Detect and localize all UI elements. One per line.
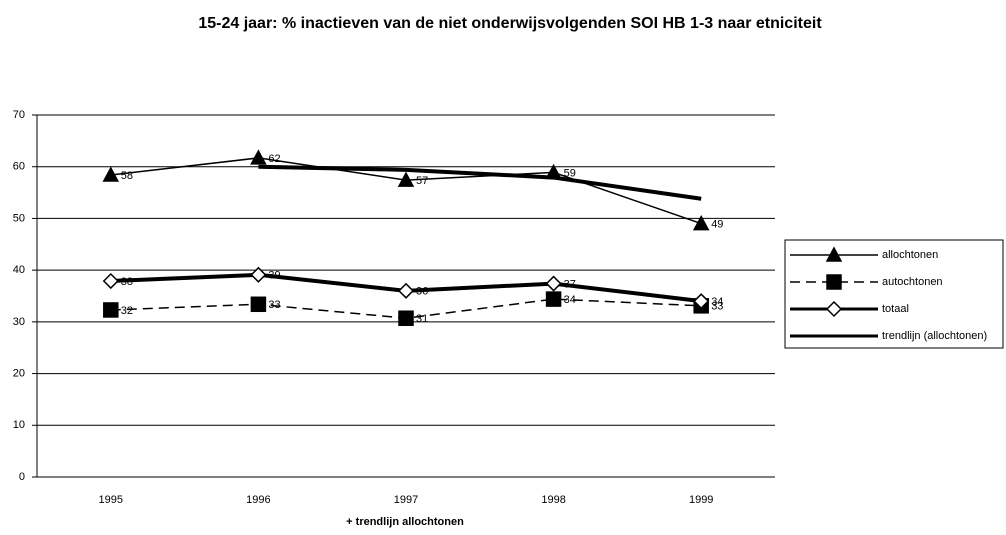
data-point — [103, 302, 119, 318]
legend-marker — [825, 300, 843, 318]
y-tick-label: 50 — [13, 212, 25, 224]
x-tick-label: 1998 — [541, 494, 565, 506]
y-tick-label: 0 — [19, 471, 25, 483]
data-label: 32 — [121, 305, 133, 317]
data-point — [545, 275, 562, 292]
data-label: 34 — [711, 296, 723, 308]
x-tick-label: 1999 — [689, 494, 713, 506]
data-point — [398, 310, 414, 326]
legend-marker — [826, 274, 842, 290]
x-tick-label: 1996 — [246, 494, 270, 506]
legend-label: trendlijn (allochtonen) — [882, 330, 987, 342]
chart-title: 15-24 jaar: % inactieven van de niet ond… — [198, 15, 822, 32]
x-tick-label: 1997 — [394, 494, 418, 506]
legend-box — [784, 239, 1004, 349]
data-point — [545, 291, 562, 307]
legend-label: totaal — [882, 303, 909, 315]
data-point — [692, 215, 710, 231]
data-label: 57 — [416, 175, 428, 187]
x-tick-label: 1995 — [99, 494, 123, 506]
data-label: 58 — [121, 170, 133, 182]
series-line — [110, 157, 702, 225]
series-line — [258, 164, 702, 201]
y-tick-label: 30 — [13, 316, 25, 328]
y-tick-label: 20 — [13, 367, 25, 379]
legend-marker — [825, 246, 843, 262]
data-label: 33 — [711, 301, 723, 313]
data-point — [102, 166, 120, 182]
y-tick-label: 70 — [13, 109, 25, 121]
data-point — [250, 266, 267, 283]
data-point — [693, 293, 710, 310]
data-label: 39 — [268, 270, 280, 282]
data-point — [102, 272, 119, 290]
data-label: 37 — [564, 278, 576, 290]
data-point — [250, 296, 267, 313]
data-label: 34 — [564, 294, 576, 306]
data-label: 31 — [416, 313, 428, 325]
data-point — [250, 149, 267, 165]
x-axis-label: + trendlijn allochtonen — [346, 516, 464, 528]
data-label: 59 — [564, 167, 576, 179]
y-tick-label: 40 — [13, 264, 25, 276]
y-tick-label: 60 — [13, 161, 25, 173]
data-label: 36 — [416, 286, 428, 298]
data-label: 62 — [268, 153, 280, 165]
data-point — [397, 282, 415, 299]
data-point — [397, 171, 415, 187]
legend-label: allochtonen — [882, 249, 938, 261]
data-label: 38 — [121, 276, 133, 288]
data-label: 49 — [711, 219, 723, 231]
legend-label: autochtonen — [882, 276, 943, 288]
y-tick-label: 10 — [13, 419, 25, 431]
data-label: 33 — [268, 299, 280, 311]
